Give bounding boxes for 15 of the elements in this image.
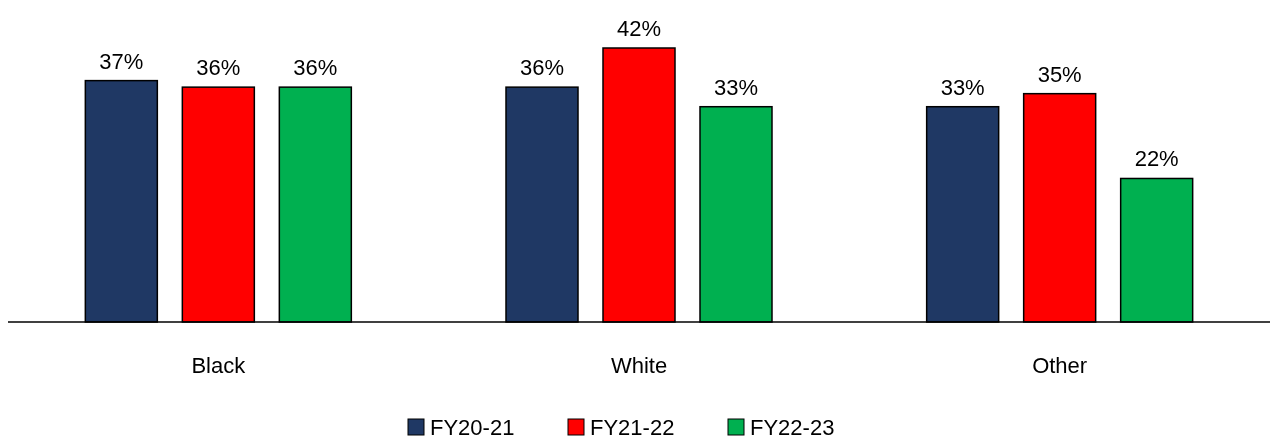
x-tick-label: White (610, 353, 668, 378)
data-label: 36% (196, 55, 241, 81)
data-label: 37% (99, 48, 144, 74)
data-label: 22% (1134, 146, 1179, 172)
data-label: 36% (293, 55, 338, 81)
data-label: 33% (713, 74, 759, 100)
legend-label: FY21-22 (590, 415, 675, 440)
legend-label: FY22-23 (750, 415, 835, 440)
x-tick-label: Black (191, 353, 247, 378)
data-label: 35% (1037, 61, 1082, 87)
data-label: 33% (940, 74, 985, 100)
data-label: 36% (519, 55, 565, 81)
x-tick-label: Other (1032, 353, 1088, 378)
data-label: 42% (616, 16, 662, 41)
legend-label: FY20-21 (430, 415, 515, 440)
